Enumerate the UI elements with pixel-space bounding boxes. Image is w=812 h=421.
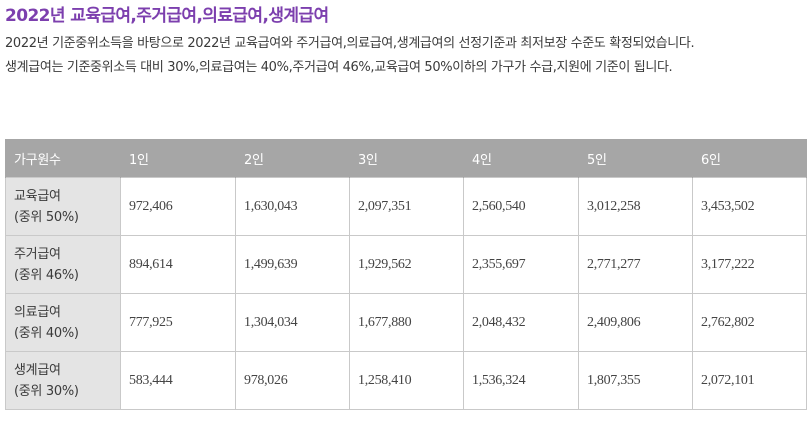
table-cell: 777,925 <box>120 293 236 352</box>
header-2-person: 2인 <box>235 139 350 178</box>
table-cell: 3,453,502 <box>692 177 807 236</box>
table-cell: 1,929,562 <box>349 235 464 294</box>
header-household-size: 가구원수 <box>5 139 121 178</box>
benefit-criteria-table: 가구원수 1인 2인 3인 4인 5인 6인 교육급여 (중위 50%) 972… <box>5 139 807 410</box>
header-4-person: 4인 <box>463 139 579 178</box>
row-subtitle: (중위 46%) <box>14 267 79 283</box>
table-cell: 1,258,410 <box>349 351 464 410</box>
table-cell: 2,409,806 <box>578 293 693 352</box>
table-cell: 2,355,697 <box>463 235 579 294</box>
table-header: 가구원수 1인 2인 3인 4인 5인 6인 <box>5 139 807 178</box>
row-header-livelihood: 생계급여 (중위 30%) <box>5 351 121 410</box>
row-header-housing: 주거급여 (중위 46%) <box>5 235 121 294</box>
header-6-person: 6인 <box>692 139 807 178</box>
table-cell: 2,072,101 <box>692 351 807 410</box>
table-cell: 1,536,324 <box>463 351 579 410</box>
article-title: 2022년 교육급여,주거급여,의료급여,생계급여 <box>5 6 329 26</box>
table-cell: 1,499,639 <box>235 235 350 294</box>
table-cell: 1,304,034 <box>235 293 350 352</box>
table-row: 교육급여 (중위 50%) 972,406 1,630,043 2,097,35… <box>5 177 807 236</box>
row-header-medical: 의료급여 (중위 40%) <box>5 293 121 352</box>
table-cell: 2,771,277 <box>578 235 693 294</box>
table-cell: 1,630,043 <box>235 177 350 236</box>
intro-paragraph: 2022년 기준중위소득을 바탕으로 2022년 교육급여와 주거급여,의료급여… <box>5 36 695 51</box>
header-5-person: 5인 <box>578 139 693 178</box>
table-row: 생계급여 (중위 30%) 583,444 978,026 1,258,410 … <box>5 351 807 410</box>
header-1-person: 1인 <box>120 139 236 178</box>
row-name: 주거급여 <box>14 246 61 262</box>
table-cell: 2,560,540 <box>463 177 579 236</box>
row-header-education: 교육급여 (중위 50%) <box>5 177 121 236</box>
table-cell: 1,677,880 <box>349 293 464 352</box>
table-cell: 2,048,432 <box>463 293 579 352</box>
row-subtitle: (중위 30%) <box>14 383 79 399</box>
header-row: 가구원수 1인 2인 3인 4인 5인 6인 <box>5 139 807 178</box>
table-body: 교육급여 (중위 50%) 972,406 1,630,043 2,097,35… <box>5 177 807 410</box>
table-row: 주거급여 (중위 46%) 894,614 1,499,639 1,929,56… <box>5 235 807 294</box>
table-cell: 972,406 <box>120 177 236 236</box>
row-subtitle: (중위 50%) <box>14 209 79 225</box>
table-row: 의료급여 (중위 40%) 777,925 1,304,034 1,677,88… <box>5 293 807 352</box>
table-cell: 2,097,351 <box>349 177 464 236</box>
table-cell: 978,026 <box>235 351 350 410</box>
table-cell: 583,444 <box>120 351 236 410</box>
table-cell: 894,614 <box>120 235 236 294</box>
table-cell: 1,807,355 <box>578 351 693 410</box>
row-name: 생계급여 <box>14 362 61 378</box>
row-name: 교육급여 <box>14 188 61 204</box>
table-cell: 3,177,222 <box>692 235 807 294</box>
table-cell: 3,012,258 <box>578 177 693 236</box>
row-subtitle: (중위 40%) <box>14 325 79 341</box>
row-name: 의료급여 <box>14 304 61 320</box>
table-cell: 2,762,802 <box>692 293 807 352</box>
header-3-person: 3인 <box>349 139 464 178</box>
criteria-paragraph: 생계급여는 기준중위소득 대비 30%,의료급여는 40%,주거급여 46%,교… <box>5 59 673 75</box>
